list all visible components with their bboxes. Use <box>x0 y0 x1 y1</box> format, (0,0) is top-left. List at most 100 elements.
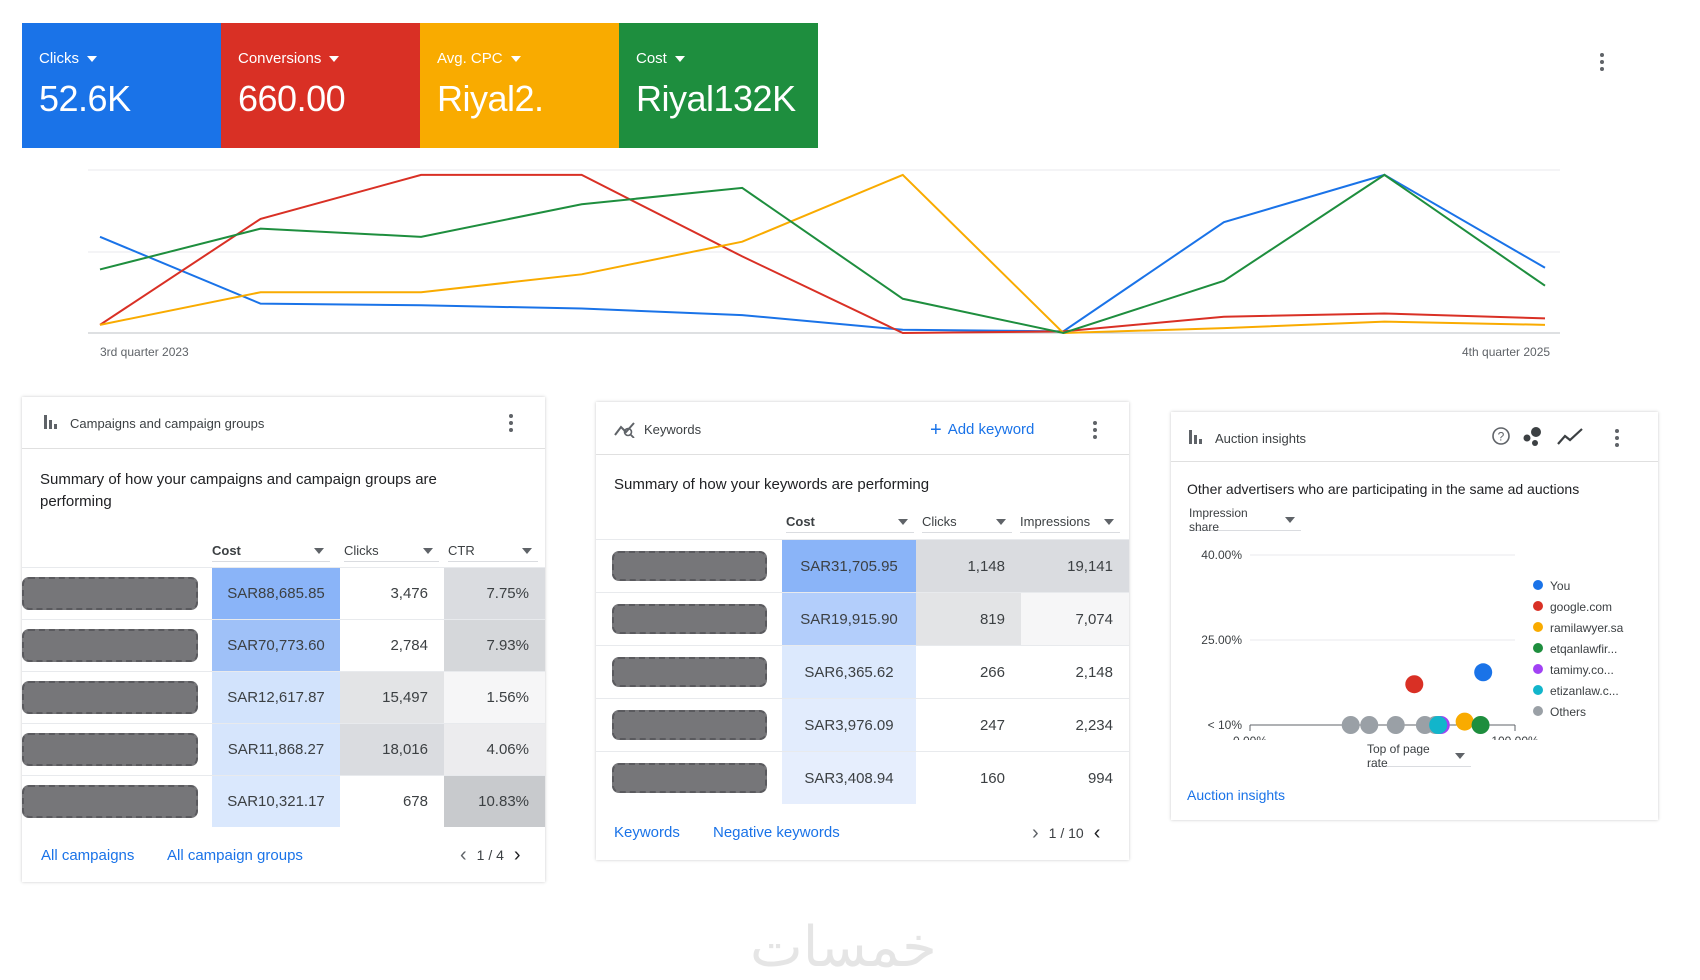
y-metric-select[interactable]: Impression share <box>1189 506 1301 534</box>
x-axis-start-label: 3rd quarter 2023 <box>100 345 189 359</box>
caret-down-icon <box>674 55 685 62</box>
series-line-clicks[interactable] <box>99 173 1546 333</box>
table-row[interactable]: SAR3,976.09 247 2,234 <box>596 698 1129 751</box>
chevron-right-icon[interactable]: › <box>1032 822 1039 844</box>
legend-swatch <box>1533 622 1543 632</box>
sort-caret-icon <box>423 547 433 554</box>
metric-tiles: Clicks 52.6K Conversions 660.00 Avg. CPC… <box>22 23 818 148</box>
cost-cell: SAR6,365.62 <box>782 646 916 698</box>
redacted-name-pill[interactable] <box>22 733 198 766</box>
help-icon[interactable]: ? <box>1491 426 1511 446</box>
column-header-impressions[interactable]: Impressions <box>1020 511 1120 533</box>
scatter-point-etizanlaw-c-[interactable] <box>1429 716 1448 734</box>
metric-value: Riyal2. <box>437 78 544 119</box>
campaign-name-redacted <box>22 672 212 723</box>
series-line-avg-cpc[interactable] <box>99 173 1546 335</box>
scatter-point-ramilawyer-sa[interactable] <box>1455 712 1474 731</box>
clicks-cell: 819 <box>916 593 1021 645</box>
table-row[interactable]: SAR11,868.27 18,016 4.06% <box>22 723 545 775</box>
performance-line-chart <box>88 169 1560 335</box>
metric-value: Riyal132K <box>636 78 796 119</box>
keywords-link[interactable]: Keywords <box>614 824 680 841</box>
cost-cell: SAR10,321.17 <box>212 776 340 827</box>
table-row[interactable]: SAR3,408.94 160 994 <box>596 751 1129 804</box>
card-summary: Summary of how your campaigns and campai… <box>40 471 437 510</box>
y-tick-label: 25.00% <box>1201 633 1242 647</box>
auction-insights-link[interactable]: Auction insights <box>1187 787 1286 803</box>
keyword-trend-icon <box>614 422 635 438</box>
y-tick-label: < 10% <box>1208 718 1243 732</box>
metric-clicks[interactable]: Clicks 52.6K <box>22 23 221 148</box>
campaign-name-redacted <box>22 776 212 827</box>
redacted-name-pill[interactable] <box>612 710 767 740</box>
clicks-cell: 2,784 <box>340 620 444 671</box>
keywords-card: Keywords + Add keyword Summary of how you… <box>596 402 1129 860</box>
scatter-point-others[interactable] <box>1360 716 1379 734</box>
table-row[interactable]: SAR88,685.85 3,476 7.75% <box>22 567 545 619</box>
redacted-name-pill[interactable] <box>612 657 767 687</box>
card-header: Keywords + Add keyword <box>596 402 1129 455</box>
impressions-cell: 7,074 <box>1021 593 1129 645</box>
all-campaigns-link[interactable]: All campaigns <box>41 847 135 864</box>
card-more-icon[interactable] <box>499 411 523 435</box>
redacted-name-pill[interactable] <box>612 604 767 634</box>
table-row[interactable]: SAR6,365.62 266 2,148 <box>596 645 1129 698</box>
scatter-point-google-com[interactable] <box>1405 675 1424 694</box>
table-row[interactable]: SAR10,321.17 678 10.83% <box>22 775 545 827</box>
caret-down-icon <box>510 55 521 62</box>
column-header-cost[interactable]: Cost <box>212 540 330 562</box>
chevron-right-icon[interactable]: › <box>513 844 521 866</box>
redacted-name-pill[interactable] <box>612 551 767 581</box>
chevron-left-icon[interactable]: ‹ <box>1093 822 1101 844</box>
legend-swatch <box>1533 643 1543 653</box>
x-axis-end-label: 4th quarter 2025 <box>1462 345 1551 359</box>
redacted-name-pill[interactable] <box>22 681 198 714</box>
line-view-icon[interactable] <box>1557 427 1583 447</box>
impressions-cell: 2,148 <box>1021 646 1129 698</box>
metric-avg-cpc[interactable]: Avg. CPC Riyal2. <box>420 23 619 148</box>
scatter-view-icon[interactable] <box>1521 424 1545 448</box>
negative-keywords-link[interactable]: Negative keywords <box>713 824 840 841</box>
scatter-point-you[interactable] <box>1474 663 1493 682</box>
metric-label: Clicks <box>39 50 79 67</box>
card-more-icon[interactable] <box>1605 426 1629 450</box>
overview-more-icon[interactable] <box>1590 50 1614 74</box>
keyword-name-redacted <box>596 699 782 751</box>
column-header-cost[interactable]: Cost <box>786 511 914 533</box>
card-more-icon[interactable] <box>1083 418 1107 442</box>
redacted-name-pill[interactable] <box>612 763 767 793</box>
caret-down-icon <box>87 55 97 62</box>
redacted-name-pill[interactable] <box>22 785 198 818</box>
x-tick-label: 100.00% <box>1491 734 1539 740</box>
table-row[interactable]: SAR31,705.95 1,148 19,141 <box>596 539 1129 592</box>
table-row[interactable]: SAR19,915.90 819 7,074 <box>596 592 1129 645</box>
table-row[interactable]: SAR70,773.60 2,784 7.93% <box>22 619 545 671</box>
campaign-name-redacted <box>22 724 212 775</box>
column-header-clicks[interactable]: Clicks <box>344 540 439 562</box>
clicks-cell: 3,476 <box>340 568 444 619</box>
campaign-name-redacted <box>22 568 212 619</box>
metric-conversions[interactable]: Conversions 660.00 <box>221 23 420 148</box>
redacted-name-pill[interactable] <box>22 577 198 610</box>
series-line-conversions[interactable] <box>99 173 1546 335</box>
scatter-point-others[interactable] <box>1386 716 1405 734</box>
legend-label: tamimy.co... <box>1550 663 1614 677</box>
metric-cost[interactable]: Cost Riyal132K <box>619 23 818 148</box>
keyword-name-redacted <box>596 752 782 804</box>
add-keyword-button[interactable]: + Add keyword <box>930 419 1035 441</box>
all-campaign-groups-link[interactable]: All campaign groups <box>167 847 303 864</box>
column-header-clicks[interactable]: Clicks <box>922 511 1012 533</box>
x-metric-select[interactable]: Top of page rate <box>1367 742 1471 770</box>
card-title: Keywords <box>644 422 702 437</box>
y-tick-label: 40.00% <box>1201 548 1242 562</box>
campaigns-card: Campaigns and campaign groups Summary of… <box>22 397 545 882</box>
table-row[interactable]: SAR12,617.87 15,497 1.56% <box>22 671 545 723</box>
chevron-left-icon[interactable]: ‹ <box>460 844 467 866</box>
metric-value: 660.00 <box>238 78 346 119</box>
series-line-cost[interactable] <box>99 173 1546 335</box>
redacted-name-pill[interactable] <box>22 629 198 662</box>
scatter-point-others[interactable] <box>1341 716 1360 734</box>
clicks-cell: 15,497 <box>340 672 444 723</box>
scatter-point-etqanlawfir-[interactable] <box>1471 716 1490 734</box>
column-header-ctr[interactable]: CTR <box>448 540 538 562</box>
